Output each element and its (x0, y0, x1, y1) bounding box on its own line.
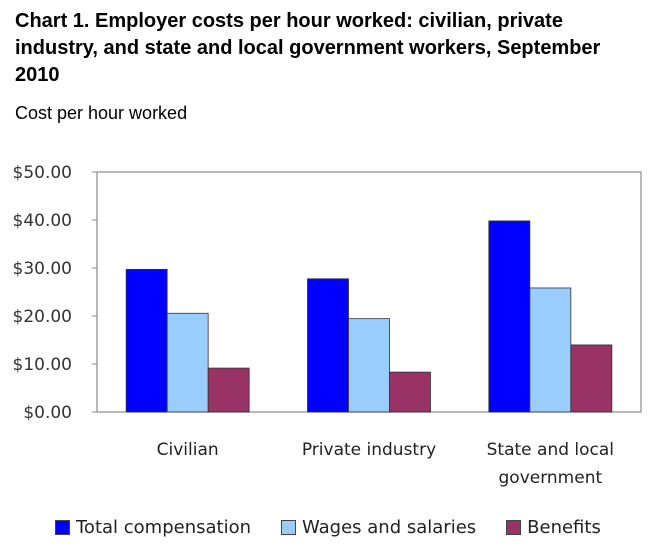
bars (125, 220, 613, 413)
legend-swatch-total (55, 520, 70, 535)
y-tick-label: $50.00 (13, 163, 72, 183)
legend-label-benefits: Benefits (527, 517, 601, 538)
category-label: Private industry (302, 440, 436, 460)
chart-subtitle: Cost per hour worked (15, 103, 188, 123)
bar-wages-and-salaries-0 (166, 312, 209, 413)
y-axis-ticks: $0.00 $10.00 $20.00 $30.00 $40.00 $50.00 (13, 163, 97, 423)
legend-item-benefits: Benefits (506, 517, 601, 538)
bar-total-compensation-0 (125, 268, 168, 413)
bar-wages-and-salaries-1 (348, 318, 390, 413)
y-tick-label: $30.00 (13, 259, 72, 279)
legend-label-wages: Wages and salaries (302, 517, 477, 538)
bar-wages-and-salaries-2 (529, 287, 572, 413)
category-label: State and local government (487, 440, 614, 488)
y-tick-label: $40.00 (13, 211, 72, 231)
bar-chart: $0.00 $10.00 $20.00 $30.00 $40.00 $50.00 Civi… (13, 163, 642, 488)
y-tick-label: $20.00 (13, 307, 72, 327)
legend-label-total: Total compensation (76, 517, 251, 538)
bar-total-compensation-2 (488, 220, 531, 413)
bar-total-compensation-1 (307, 278, 349, 413)
legend-item-total: Total compensation (55, 517, 251, 538)
category-labels: Civilian Private industry State and local g… (157, 440, 614, 488)
bar-benefits-0 (207, 367, 250, 413)
legend-swatch-wages (281, 520, 296, 535)
bar-benefits-1 (389, 371, 431, 413)
chart-title: Chart 1. Employer costs per hour worked:… (15, 10, 601, 86)
legend-swatch-benefits (506, 520, 522, 535)
y-tick-label: $0.00 (23, 403, 72, 423)
legend: Total compensation Wages and salaries Be… (55, 517, 631, 538)
y-tick-label: $10.00 (13, 355, 72, 375)
category-label: Civilian (157, 440, 219, 460)
bar-benefits-2 (570, 344, 613, 413)
legend-item-wages: Wages and salaries (281, 517, 476, 538)
